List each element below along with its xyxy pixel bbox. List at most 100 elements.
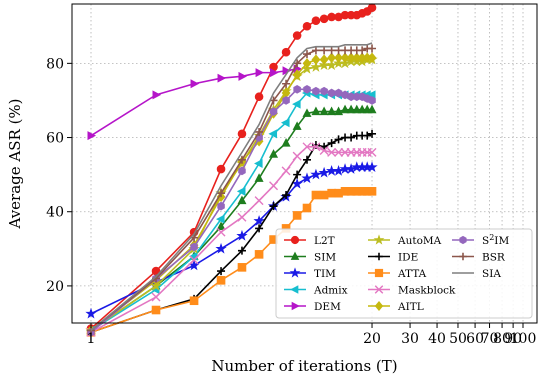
legend-marker	[374, 268, 384, 278]
point-sim	[346, 104, 356, 114]
series-dem	[87, 64, 303, 141]
point-l2t	[237, 129, 247, 139]
point-ide	[293, 170, 302, 179]
x-tick-label: 20	[363, 331, 381, 347]
legend-item-admix: Admix	[284, 285, 348, 297]
point-ide	[217, 267, 226, 276]
point-atta	[319, 190, 329, 200]
legend-item-aitl: AITL	[368, 300, 424, 313]
point-atta	[254, 250, 264, 259]
point-tim	[310, 168, 322, 180]
point-ide	[327, 139, 336, 148]
point-ide	[255, 224, 264, 233]
legend-label: Maskblock	[398, 285, 456, 297]
x-tick-label: 70	[481, 331, 499, 347]
legend-marker	[290, 285, 299, 294]
point-l2t	[254, 92, 264, 102]
point-bsr	[311, 46, 320, 55]
legend-item-automa: AutoMA	[368, 234, 442, 247]
point-admix	[216, 214, 225, 224]
point-maskblock	[269, 181, 279, 191]
point-maskblock	[367, 147, 377, 157]
point-bsr	[217, 189, 226, 198]
point-atta	[292, 211, 302, 220]
point-aitl	[327, 52, 337, 64]
point-dem	[217, 73, 227, 83]
point-ide	[334, 135, 343, 144]
point-atta	[216, 276, 226, 285]
y-tick-label: 20	[46, 279, 64, 295]
x-axis-title: Number of iterations (T)	[211, 357, 397, 375]
point-tim	[85, 307, 97, 319]
point-atta	[311, 190, 321, 200]
x-tick-label: 1	[87, 331, 96, 347]
legend-marker	[290, 251, 300, 260]
point-aitl	[319, 54, 329, 65]
series-atta	[86, 187, 377, 337]
series-sia	[90, 42, 373, 332]
legend-item-maskblock: Maskblock	[368, 285, 456, 297]
x-tick-label: 40	[428, 331, 446, 347]
legend-item-sim: SIM	[284, 252, 336, 264]
point-admix	[254, 159, 263, 168]
y-axis-title: Average ASR (%)	[6, 98, 24, 229]
point-admix	[281, 118, 290, 128]
point-sim	[334, 106, 344, 116]
legend-marker	[291, 301, 300, 311]
legend-item-s-2im: S2IM	[452, 233, 509, 248]
point-s-2im	[320, 86, 328, 96]
legend-marker	[373, 234, 385, 245]
point-maskblock	[281, 166, 291, 176]
point-automa	[325, 59, 338, 70]
point-sim	[216, 221, 226, 231]
legend-label: AutoMA	[397, 235, 442, 247]
point-bsr	[303, 50, 311, 59]
legend-item-ide: IDE	[368, 252, 418, 264]
legend-label: SIA	[482, 268, 501, 280]
point-s-2im	[334, 88, 343, 98]
point-aitl	[367, 52, 377, 64]
point-maskblock	[319, 146, 329, 156]
point-sim	[319, 106, 329, 116]
point-l2t	[319, 14, 329, 24]
y-tick-label: 60	[46, 131, 64, 147]
point-s-2im	[190, 242, 198, 252]
legend-label: IDE	[398, 252, 418, 264]
point-sim	[352, 104, 362, 114]
point-tim	[301, 172, 313, 184]
point-ide	[269, 202, 278, 211]
point-s-2im	[293, 84, 301, 94]
point-atta	[189, 296, 199, 306]
point-automa	[310, 61, 322, 72]
point-sim	[367, 104, 377, 114]
point-s-2im	[217, 201, 225, 211]
point-tim	[253, 215, 265, 226]
point-admix	[292, 99, 301, 109]
point-maskblock	[189, 255, 199, 265]
series-line-sia	[90, 42, 373, 332]
point-bsr	[358, 46, 367, 55]
x-tick-label: 50	[449, 331, 467, 347]
legend-item-tim: TIM	[284, 267, 336, 280]
point-sim	[311, 106, 321, 116]
point-sim	[292, 121, 302, 130]
point-s-2im	[238, 166, 246, 176]
point-sim	[302, 108, 312, 117]
point-aitl	[292, 69, 302, 80]
point-maskblock	[302, 142, 312, 152]
point-dem	[152, 90, 162, 100]
point-bsr	[282, 79, 291, 88]
point-tim	[318, 166, 330, 178]
point-sim	[340, 104, 350, 114]
point-dem	[87, 131, 97, 141]
point-tim	[366, 161, 378, 172]
point-maskblock	[334, 147, 344, 157]
point-ide	[303, 155, 311, 164]
point-aitl	[340, 52, 350, 64]
legend-label: S2IM	[482, 233, 509, 248]
point-l2t	[311, 16, 321, 25]
point-ide	[237, 246, 246, 255]
point-admix	[236, 186, 246, 196]
point-aitl	[334, 52, 343, 64]
legend-marker	[459, 252, 467, 261]
